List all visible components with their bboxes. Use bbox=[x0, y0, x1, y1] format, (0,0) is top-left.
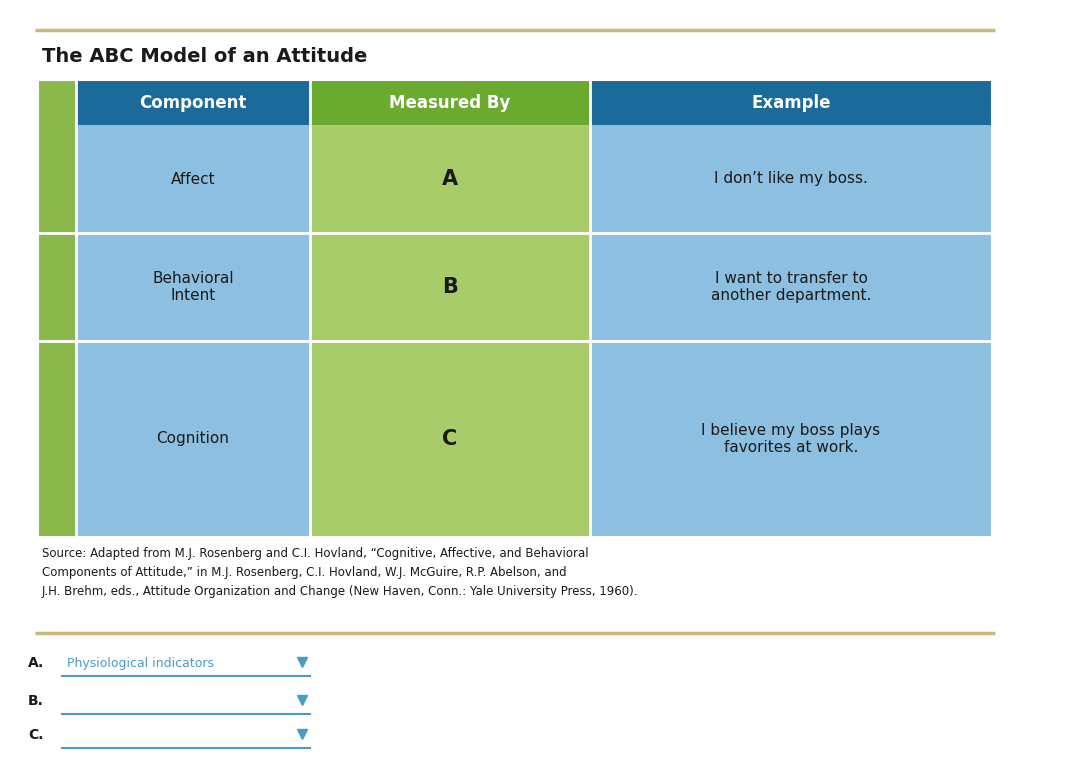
Bar bbox=[38, 233, 76, 341]
Text: Physiological indicators: Physiological indicators bbox=[67, 656, 214, 670]
Bar bbox=[38, 80, 992, 537]
Text: I want to transfer to
another department.: I want to transfer to another department… bbox=[711, 270, 871, 303]
Text: Measured By: Measured By bbox=[389, 94, 510, 112]
Text: A: A bbox=[442, 169, 458, 189]
Bar bbox=[76, 341, 310, 537]
Bar bbox=[310, 341, 590, 537]
Text: C.: C. bbox=[28, 728, 43, 742]
Text: The ABC Model of an Attitude: The ABC Model of an Attitude bbox=[42, 47, 367, 66]
Bar bbox=[310, 125, 590, 233]
Text: B: B bbox=[442, 277, 458, 297]
Text: Cognition: Cognition bbox=[156, 432, 229, 446]
Bar bbox=[590, 80, 992, 125]
Bar bbox=[590, 341, 992, 537]
Text: A.: A. bbox=[28, 656, 45, 670]
Text: Behavioral
Intent: Behavioral Intent bbox=[152, 270, 233, 303]
Bar bbox=[76, 233, 310, 341]
Text: Source: Adapted from M.J. Rosenberg and C.I. Hovland, “Cognitive, Affective, and: Source: Adapted from M.J. Rosenberg and … bbox=[42, 547, 639, 598]
Text: I believe my boss plays
favorites at work.: I believe my boss plays favorites at wor… bbox=[702, 423, 881, 455]
Bar bbox=[76, 125, 310, 233]
Text: B.: B. bbox=[28, 694, 43, 708]
Bar bbox=[38, 80, 76, 125]
Bar bbox=[590, 233, 992, 341]
Bar bbox=[310, 80, 590, 125]
Bar bbox=[590, 125, 992, 233]
Text: I don’t like my boss.: I don’t like my boss. bbox=[715, 171, 868, 187]
Text: Example: Example bbox=[752, 94, 831, 112]
Text: Affect: Affect bbox=[171, 171, 215, 187]
Bar bbox=[38, 125, 76, 233]
Bar bbox=[38, 341, 76, 537]
Bar bbox=[310, 233, 590, 341]
Text: C: C bbox=[442, 429, 457, 449]
Bar bbox=[76, 80, 310, 125]
Text: Component: Component bbox=[139, 94, 247, 112]
